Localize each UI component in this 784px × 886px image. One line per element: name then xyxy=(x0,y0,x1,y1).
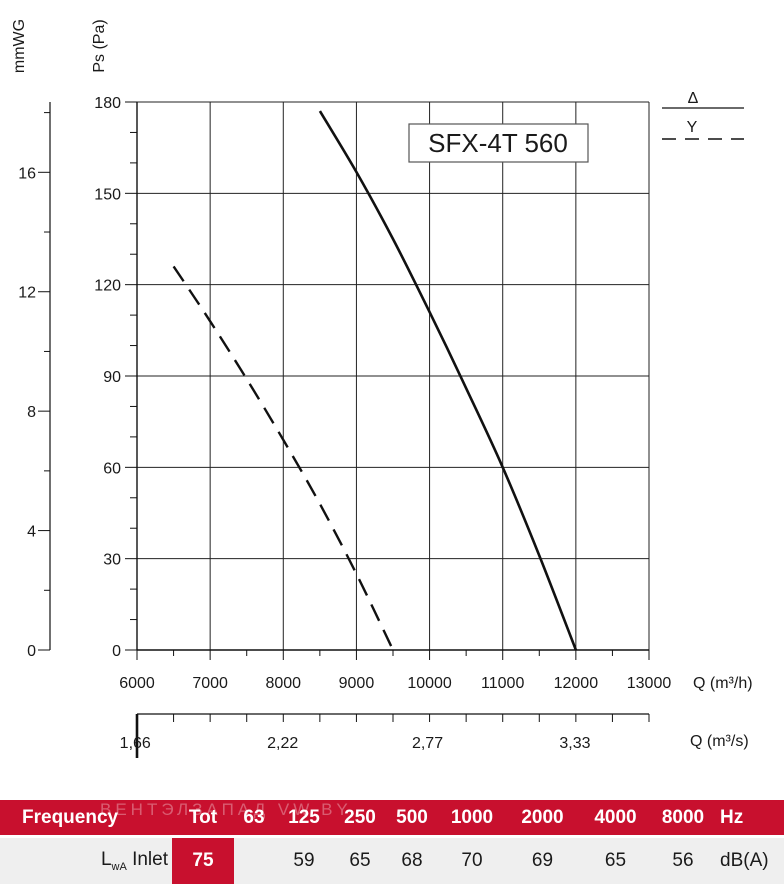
x-tick-label: 11000 xyxy=(481,675,524,692)
x2-tick-label: 2,77 xyxy=(412,735,443,752)
x-tick-label: 12000 xyxy=(554,675,599,692)
x-tick-label: 9000 xyxy=(339,675,375,692)
grid xyxy=(136,101,650,651)
x-tick-label: 10000 xyxy=(407,675,452,692)
x-tick-label: 7000 xyxy=(192,675,228,692)
lwa-symbol: L xyxy=(100,849,112,871)
y2-tick-label: 8 xyxy=(27,404,36,421)
series-delta-curve xyxy=(318,110,578,651)
dba-unit: dB(A) xyxy=(714,836,784,884)
band-header: 125 xyxy=(274,800,334,839)
y-tick-label: 180 xyxy=(94,95,121,112)
band-header: 8000 xyxy=(652,800,714,839)
x2-tick-label: 2,22 xyxy=(267,735,298,752)
y2-tick-label: 12 xyxy=(18,285,36,302)
band-header: 250 xyxy=(334,800,386,839)
x2-tick-label: 1,66 xyxy=(120,735,151,752)
y2-tick-label: 4 xyxy=(27,524,36,541)
x-tick-label: 6000 xyxy=(119,675,155,692)
model-label: SFX-4T 560 xyxy=(428,128,568,158)
band-header: 2000 xyxy=(506,800,579,839)
sound-power-table: Frequency Tot 63 125 250 500 1000 2000 4… xyxy=(0,800,784,884)
y-tick-label: 90 xyxy=(103,369,121,386)
y-tick-label: 60 xyxy=(103,460,121,477)
tot-value: 75 xyxy=(172,836,234,884)
x-tick-label: 13000 xyxy=(627,675,672,692)
tot-header: Tot xyxy=(172,800,234,839)
x2-axis-title: Q (m³/s) xyxy=(690,733,749,750)
y2-axis-title: mmWG xyxy=(11,19,28,73)
band-value xyxy=(234,836,274,884)
band-header: 63 xyxy=(234,800,274,839)
band-value: 65 xyxy=(334,836,386,884)
band-value: 59 xyxy=(274,836,334,884)
model-label-frame xyxy=(408,123,589,163)
band-header: 1000 xyxy=(438,800,506,839)
series-y-curve xyxy=(172,265,395,651)
x-axis-title: Q (m³/h) xyxy=(693,675,753,692)
band-value: 70 xyxy=(438,836,506,884)
y2-tick-label: 0 xyxy=(27,643,36,660)
lwa-inlet-row: LwA Inlet 75 59 65 68 70 69 65 56 dB(A) xyxy=(0,836,784,884)
y2-tick-label: 16 xyxy=(18,165,36,182)
legend-label-y: Y xyxy=(687,119,698,136)
y-tick-label: 150 xyxy=(94,186,121,203)
legend: Δ Y xyxy=(662,90,744,140)
axes xyxy=(38,101,650,758)
x-tick-label: 8000 xyxy=(265,675,301,692)
y-tick-label: 120 xyxy=(94,278,121,295)
band-value: 69 xyxy=(506,836,579,884)
y-axis-title: Ps (Pa) xyxy=(91,19,108,72)
band-value: 65 xyxy=(579,836,652,884)
labels: 0 30 60 90 120 150 180 0 4 8 12 16 6000 7000 8000 9000 1… xyxy=(11,19,753,752)
model-label-box: SFX-4T 560 xyxy=(408,123,589,163)
band-value: 68 xyxy=(386,836,438,884)
y-tick-label: 30 xyxy=(103,552,121,569)
lwa-subscript: wA xyxy=(111,861,127,874)
lwa-inlet-label: LwA Inlet xyxy=(0,836,172,884)
series xyxy=(172,110,578,651)
band-header: 500 xyxy=(386,800,438,839)
y-tick-label: 0 xyxy=(112,643,121,660)
frequency-header-row: Frequency Tot 63 125 250 500 1000 2000 4… xyxy=(0,800,784,839)
band-header: 4000 xyxy=(579,800,652,839)
inlet-label: Inlet xyxy=(132,849,168,871)
frequency-label: Frequency xyxy=(0,800,172,839)
hz-unit: Hz xyxy=(714,800,784,839)
fan-curve-chart: 0 30 60 90 120 150 180 0 4 8 12 16 6000 7000 8000 9000 1… xyxy=(11,19,753,758)
legend-label-delta: Δ xyxy=(688,90,699,107)
band-value: 56 xyxy=(652,836,714,884)
x2-tick-label: 3,33 xyxy=(559,735,590,752)
